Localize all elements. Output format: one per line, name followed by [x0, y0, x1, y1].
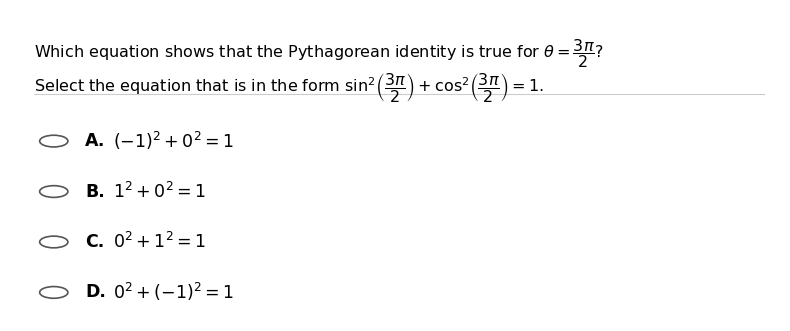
Text: Select the equation that is in the form $\sin^2\!\left(\dfrac{3\pi}{2}\right) + : Select the equation that is in the form …	[34, 71, 544, 104]
Text: D.: D.	[85, 283, 106, 302]
Text: $0^2 + 1^2 = 1$: $0^2 + 1^2 = 1$	[113, 232, 205, 252]
Text: $(-1)^2 + 0^2 = 1$: $(-1)^2 + 0^2 = 1$	[113, 130, 234, 152]
Text: C.: C.	[85, 233, 104, 251]
Text: Which equation shows that the Pythagorean identity is true for $\theta = \dfrac{: Which equation shows that the Pythagorea…	[34, 37, 604, 70]
Text: $0^2 + (-1)^2 = 1$: $0^2 + (-1)^2 = 1$	[113, 281, 234, 304]
Text: A.: A.	[85, 132, 106, 150]
Text: B.: B.	[85, 182, 105, 201]
Text: $1^2 + 0^2 = 1$: $1^2 + 0^2 = 1$	[113, 181, 205, 202]
